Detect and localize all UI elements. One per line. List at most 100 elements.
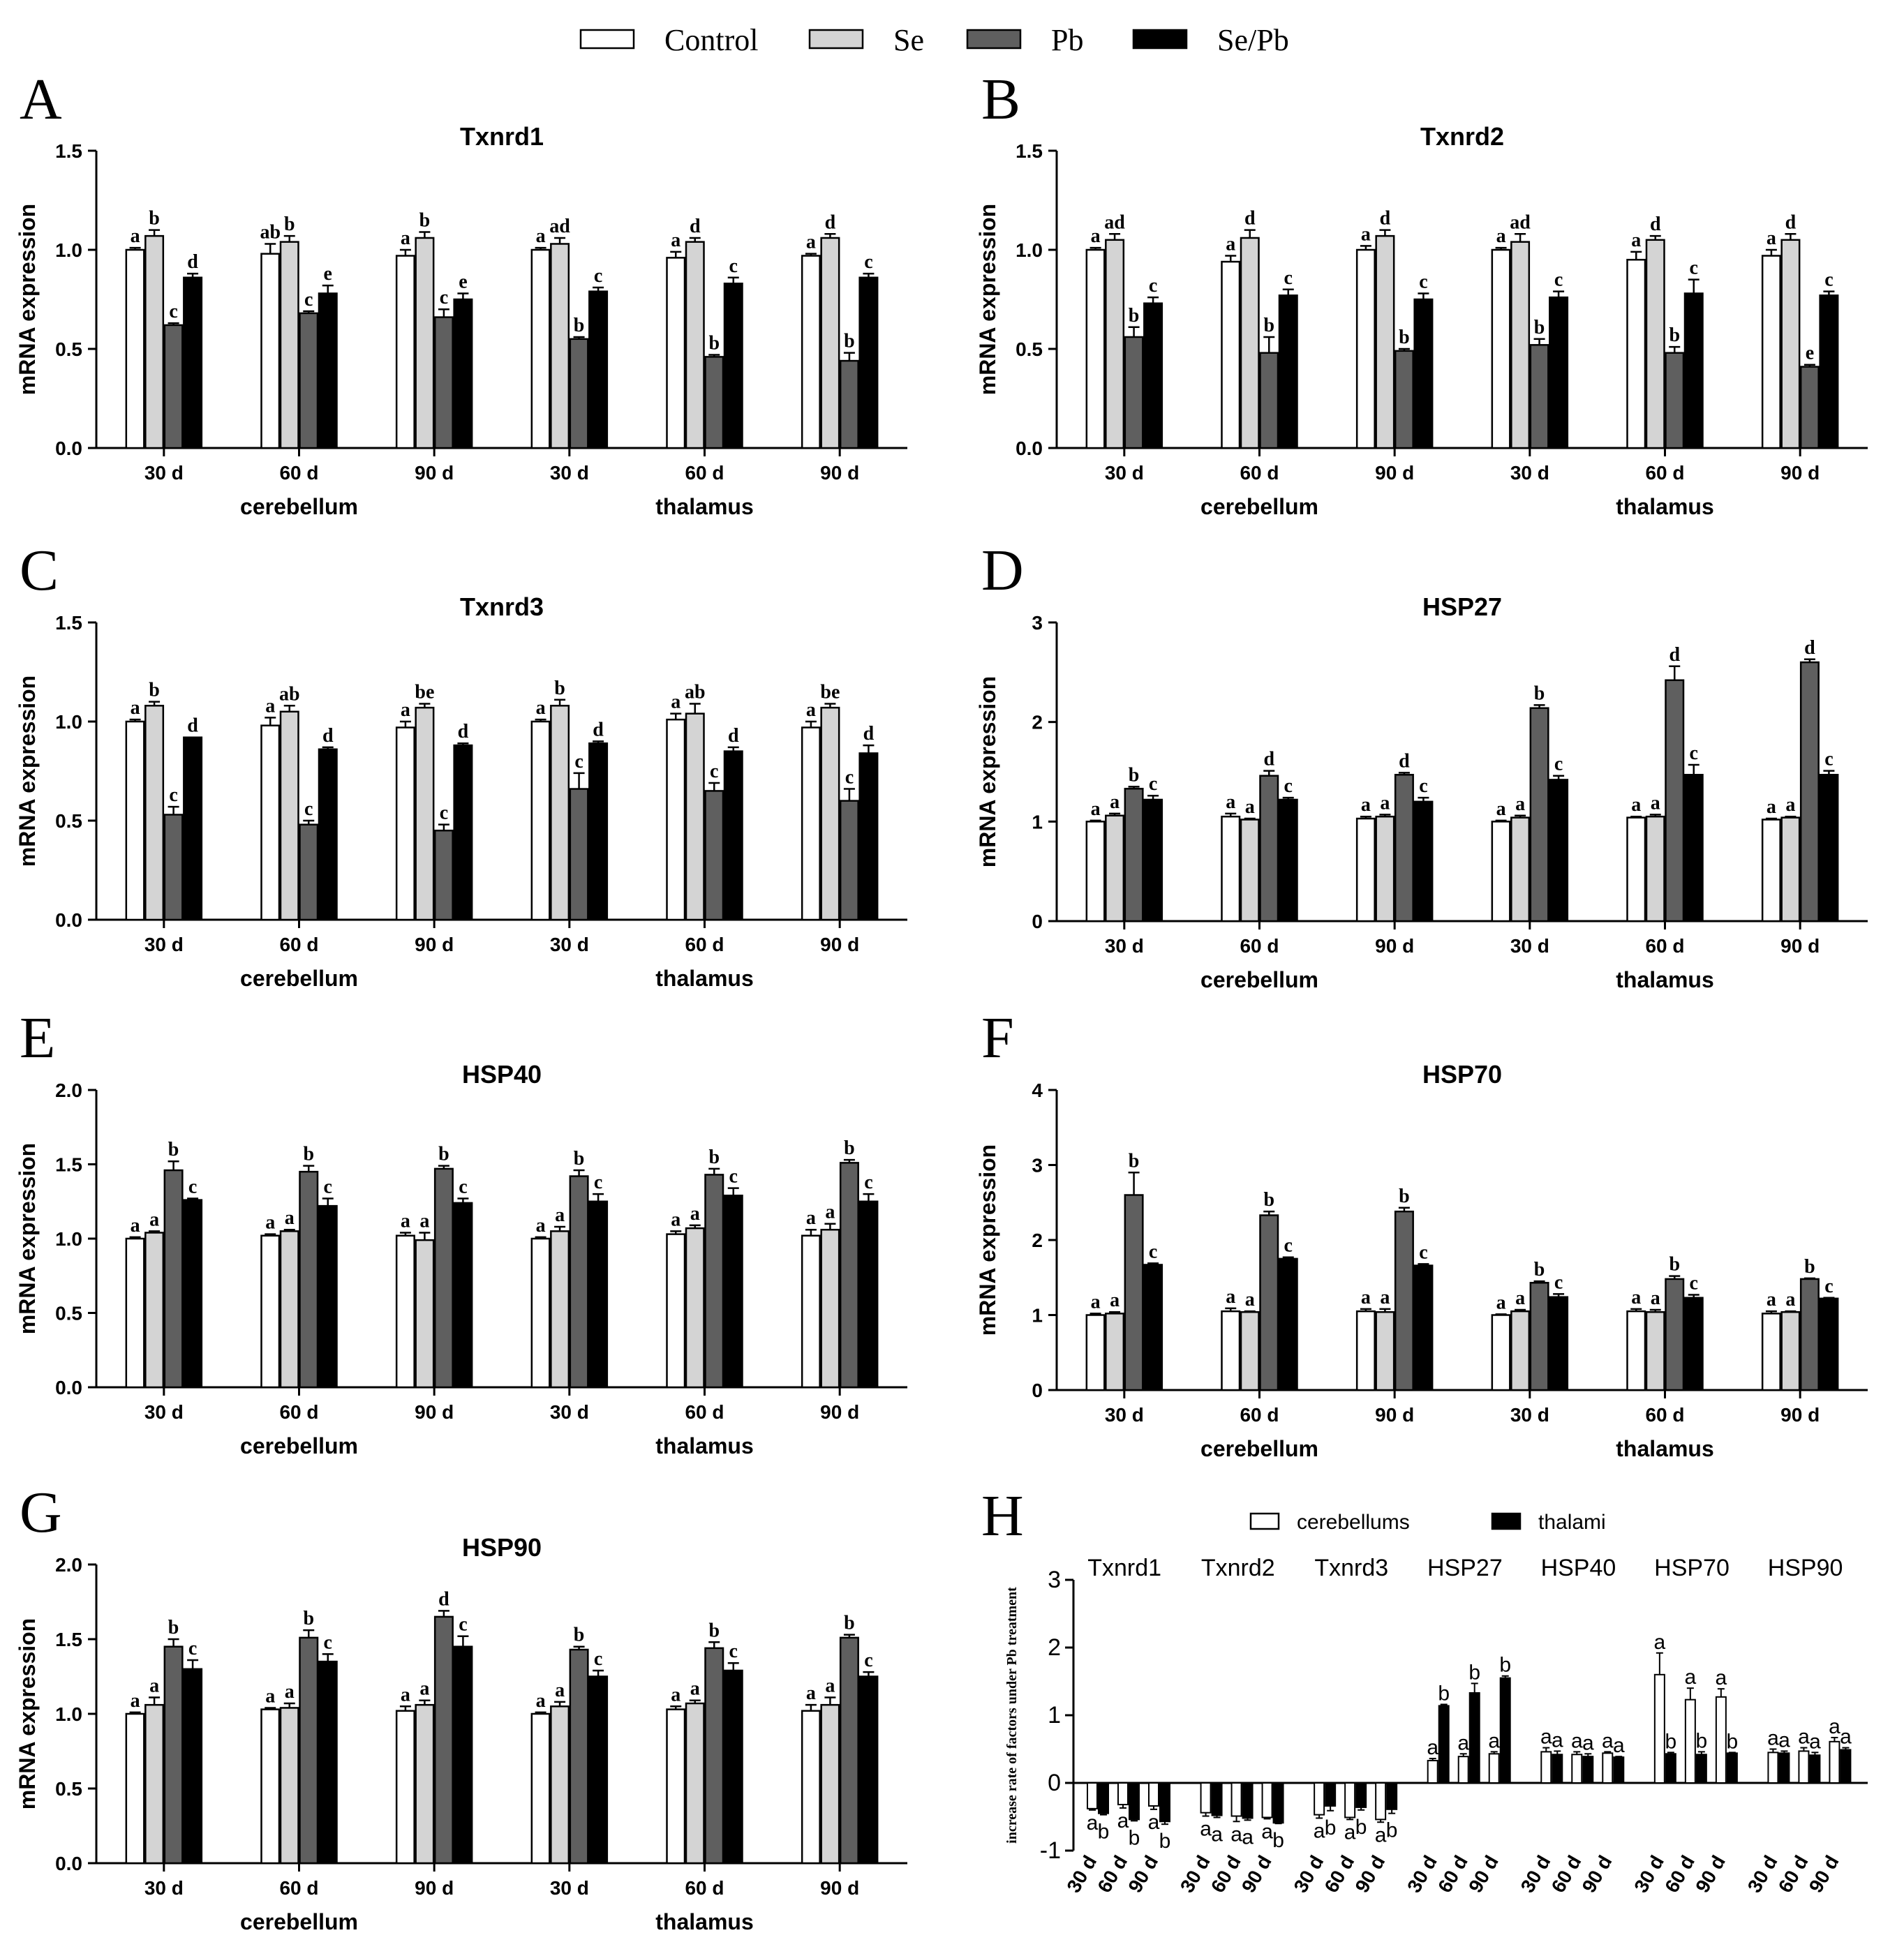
- bar-control: [530, 248, 551, 449]
- significance-label: a: [1582, 1731, 1594, 1754]
- bar-se: [1510, 816, 1531, 923]
- legend: Control Se Pb Se/Pb: [579, 23, 1289, 57]
- significance-label: c: [1554, 1271, 1563, 1293]
- bar-se: [820, 706, 840, 921]
- bar-se: [1780, 239, 1801, 449]
- y-tick-label: 0.0: [55, 909, 82, 931]
- bar-se: [550, 1230, 570, 1389]
- significance-label: a: [1778, 1728, 1790, 1752]
- significance-label: a: [1654, 1631, 1666, 1654]
- x-tick-label: 60 d: [1240, 462, 1279, 484]
- y-tick-label: -1: [1040, 1837, 1061, 1864]
- significance-label: a: [1245, 1289, 1255, 1310]
- bar-se-pb: [588, 742, 609, 921]
- group-label: thalamus: [1616, 967, 1713, 992]
- significance-label: a: [149, 1675, 159, 1696]
- panel-letter: A: [20, 67, 62, 132]
- bar-control: [1761, 1313, 1781, 1391]
- bar-thalami: [1695, 1754, 1707, 1784]
- significance-label: a: [1226, 791, 1235, 813]
- bar-se-pb: [723, 1194, 743, 1389]
- x-tick-label: 30 d: [1105, 462, 1144, 484]
- significance-label: d: [322, 725, 334, 747]
- bar-pb: [1799, 366, 1820, 449]
- significance-label: a: [1829, 1715, 1840, 1738]
- bar-se-pb: [723, 750, 743, 921]
- bar-control: [125, 248, 145, 449]
- significance-label: a: [1685, 1666, 1697, 1689]
- bar-control: [125, 1237, 145, 1389]
- y-axis-label: mRNA expression: [15, 1143, 40, 1334]
- bar-cerebellums: [1117, 1782, 1129, 1806]
- significance-label: b: [1669, 1254, 1680, 1276]
- significance-label: b: [1534, 317, 1545, 338]
- bar-thalami: [1840, 1749, 1852, 1784]
- significance-label: d: [728, 725, 739, 747]
- x-tick-label: 90 d: [1780, 935, 1820, 957]
- bar-cerebellums: [1344, 1782, 1356, 1819]
- x-tick-label: 90 d: [820, 934, 859, 955]
- significance-label: b: [574, 1625, 585, 1646]
- significance-label: a: [690, 1203, 700, 1225]
- y-tick-label: 2: [1032, 712, 1043, 733]
- legend-label-0: Control: [664, 23, 758, 57]
- x-tick-label: 30 d: [1510, 462, 1549, 484]
- bar-cerebellums: [1314, 1782, 1325, 1816]
- significance-label: a: [825, 1202, 835, 1223]
- bar-pb: [704, 1174, 724, 1389]
- bar-thalami: [1809, 1754, 1821, 1784]
- significance-label: a: [1091, 798, 1101, 820]
- significance-label: c: [1284, 1235, 1293, 1257]
- significance-label: b: [419, 209, 431, 231]
- significance-label: a: [536, 225, 546, 247]
- significance-label: a: [131, 1215, 140, 1237]
- bar-cerebellums: [1684, 1698, 1696, 1784]
- x-tick-label: 30 d: [1289, 1852, 1327, 1897]
- x-tick-label: 90 d: [1578, 1852, 1616, 1897]
- bar-thalami: [1468, 1692, 1480, 1784]
- significance-label: a: [401, 1684, 410, 1705]
- bar-pb: [839, 1636, 859, 1865]
- y-tick-label: 0.0: [55, 438, 82, 459]
- significance-label: a: [1651, 1287, 1660, 1309]
- bar-thalami: [1613, 1756, 1625, 1784]
- bar-pb: [1124, 788, 1144, 923]
- x-tick-label: 60 d: [1240, 935, 1279, 957]
- bar-se-pb: [1549, 296, 1569, 449]
- significance-label: c: [864, 251, 872, 273]
- significance-label: a: [536, 1690, 546, 1712]
- bar-se-pb: [453, 1645, 473, 1865]
- x-tick-label: 30 d: [1743, 1852, 1782, 1897]
- y-tick-label: 2: [1032, 1230, 1043, 1251]
- significance-label: c: [574, 751, 583, 772]
- bar-se-pb: [1413, 800, 1434, 923]
- y-tick-label: 2.0: [55, 1080, 82, 1101]
- bar-pb: [1394, 774, 1414, 923]
- bar-cerebellums: [1602, 1752, 1614, 1784]
- group-label: thalamus: [655, 1909, 753, 1934]
- significance-label: c: [188, 1176, 197, 1197]
- significance-label: d: [1650, 214, 1661, 235]
- bar-se-pb: [183, 1668, 203, 1865]
- bar-se-pb: [453, 1202, 473, 1389]
- significance-label: c: [304, 798, 313, 820]
- significance-label: c: [188, 1638, 197, 1659]
- legend-label-2: Pb: [1051, 23, 1083, 57]
- significance-label: c: [594, 1172, 602, 1193]
- significance-label: b: [554, 678, 565, 699]
- significance-label: a: [1840, 1726, 1852, 1749]
- significance-label: b: [1263, 315, 1274, 336]
- bar-thalami: [1778, 1752, 1790, 1784]
- h-legend-swatch-0: [1249, 1512, 1280, 1530]
- x-tick-label: 90 d: [1780, 462, 1820, 484]
- significance-label: a: [401, 699, 410, 721]
- bar-pb: [299, 1636, 319, 1865]
- significance-label: a: [1226, 1286, 1235, 1308]
- group-label: cerebellum: [240, 1433, 358, 1458]
- significance-label: a: [1809, 1730, 1821, 1753]
- significance-label: b: [284, 214, 295, 235]
- panel-letter: B: [981, 67, 1020, 132]
- significance-label: c: [1149, 1241, 1157, 1262]
- x-tick-label: 30 d: [1062, 1852, 1101, 1897]
- y-tick-label: 1: [1032, 1305, 1043, 1327]
